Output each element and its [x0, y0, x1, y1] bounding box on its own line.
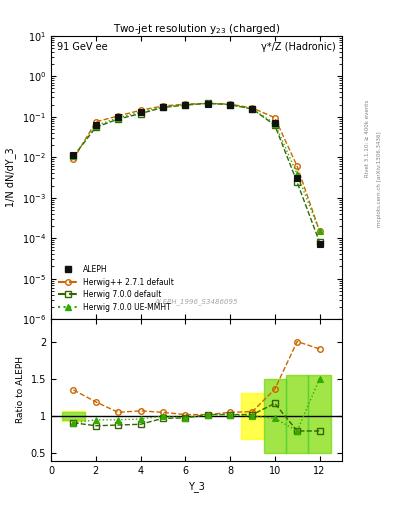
- Text: γ*/Z (Hadronic): γ*/Z (Hadronic): [261, 41, 336, 52]
- Bar: [309, 375, 331, 453]
- Bar: [286, 375, 309, 453]
- Title: Two-jet resolution y$_{23}$ (charged): Two-jet resolution y$_{23}$ (charged): [113, 22, 280, 36]
- Bar: [286, 375, 309, 453]
- Y-axis label: 1/N dN/dY_3: 1/N dN/dY_3: [6, 147, 17, 207]
- Bar: [264, 379, 286, 453]
- Text: ALEPH_1996_S3486095: ALEPH_1996_S3486095: [155, 298, 238, 305]
- Bar: [309, 375, 331, 453]
- Text: Rivet 3.1.10; ≥ 400k events: Rivet 3.1.10; ≥ 400k events: [365, 100, 370, 177]
- Bar: [264, 379, 286, 453]
- Bar: [62, 412, 84, 420]
- Text: mcplots.cern.ch [arXiv:1306.3436]: mcplots.cern.ch [arXiv:1306.3436]: [377, 132, 382, 227]
- Legend: ALEPH, Herwig++ 2.7.1 default, Herwig 7.0.0 default, Herwig 7.0.0 UE-MMHT: ALEPH, Herwig++ 2.7.1 default, Herwig 7.…: [55, 262, 177, 315]
- X-axis label: Y_3: Y_3: [188, 481, 205, 492]
- Y-axis label: Ratio to ALEPH: Ratio to ALEPH: [16, 356, 25, 423]
- Text: 91 GeV ee: 91 GeV ee: [57, 41, 108, 52]
- Bar: [62, 411, 84, 421]
- Bar: [241, 393, 264, 439]
